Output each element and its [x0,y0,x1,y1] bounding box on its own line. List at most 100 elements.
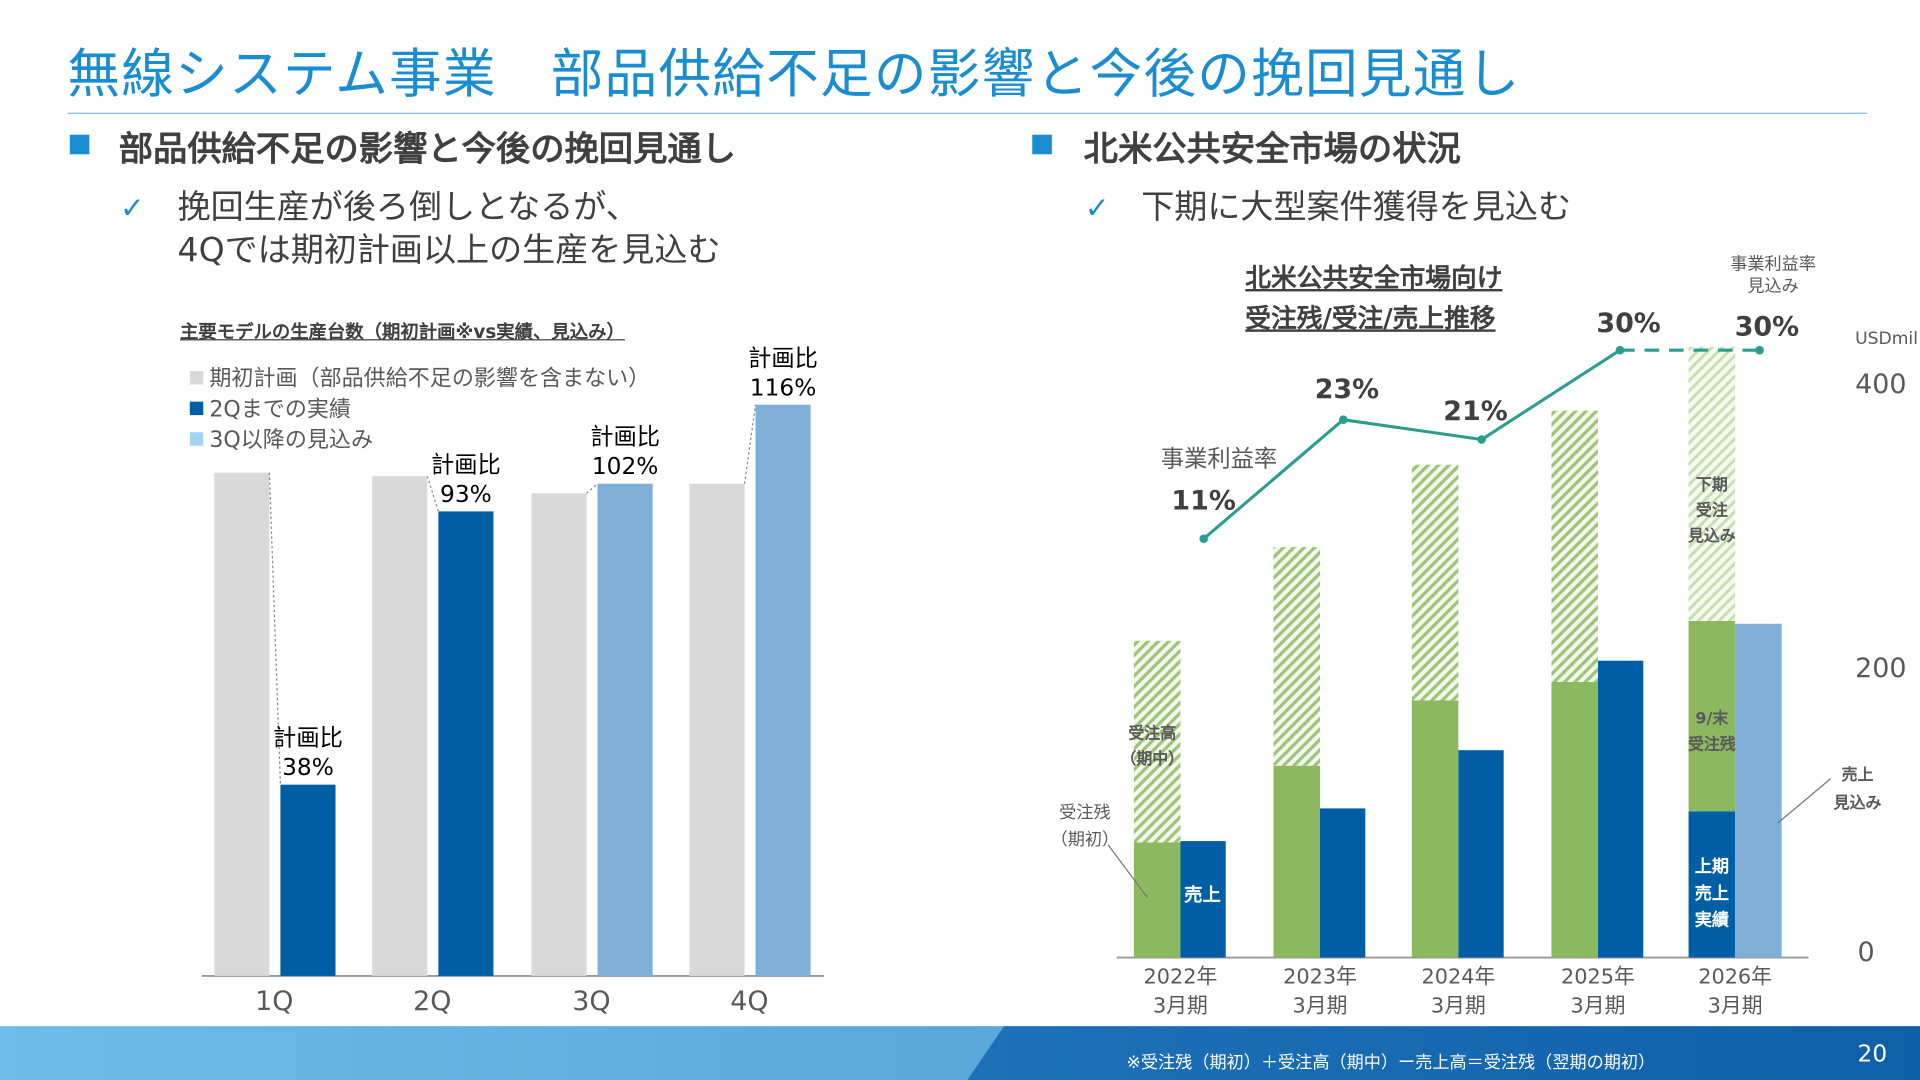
legend-plan: 期初計画（部品供給不足の影響を含まない） [189,361,651,393]
left-heading: 部品供給不足の影響と今後の挽回見通し [118,128,736,169]
ratio-prefix: 計画比 [273,724,343,752]
label-line: 売上 [1841,766,1874,785]
label-line: 見込み [1833,794,1882,814]
backlog-bar [1273,765,1321,958]
label-line: 見込み [1747,276,1799,297]
leader-line [1777,778,1832,824]
margin-point [1615,345,1625,355]
backlog-sep-bar [1688,620,1736,812]
plan-bar [689,483,745,976]
footer-band-accent [967,1026,1920,1080]
y-tick: 200 [1855,653,1907,685]
x-tick-label: 2024年 3月期 [1421,962,1495,1021]
plan-bar [531,493,587,976]
left-chart-title: 主要モデルの生産台数（期初計画※vs実績、見込み） [180,320,625,343]
legend-swatch [189,431,204,446]
label-line: 実績 [1694,911,1729,931]
label-line: 見込み [1687,527,1736,547]
ratio-prefix: 計画比 [748,344,818,372]
ratio-value: 102% [591,453,659,481]
right-heading: 北米公共安全市場の状況 [1083,128,1461,169]
connector-line [586,483,598,494]
check-icon: ✓ [120,191,145,226]
ratio-value: 116% [749,374,817,402]
margin-label: 30% [1596,308,1661,340]
x-tick-label: 4Q [730,986,769,1018]
ratio-label: 計画比 116% [748,343,818,402]
orders-bar [1273,547,1321,766]
h2-orders-annotation: 下期 受注 見込み [1688,473,1736,550]
backlog-bar [1551,681,1598,958]
sales-bar [1458,750,1504,958]
ratio-label: 計画比 93% [431,450,501,509]
left-bullet-line-2: 4Qでは期初計画以上の生産を見込む [177,231,721,270]
right-chart-title-2: 受注残/受注/売上推移 [1245,303,1496,334]
sales-forecast-bar [1735,623,1782,958]
margin-point [1477,435,1486,444]
result-bar [597,483,653,976]
label-line: 下期 [1695,476,1728,495]
sales-bar [1180,841,1226,958]
legend-label: 期初計画（部品供給不足の影響を含まない） [209,366,651,392]
label-line: 上期 [1694,857,1729,877]
ratio-prefix: 計画比 [431,451,501,479]
h2-orders-forecast-bar [1688,346,1736,621]
x-tick-label: 1Q [255,986,294,1018]
result-bar [438,511,494,976]
margin-point [1755,345,1764,355]
margin-forecast-label: 事業利益率 見込み [1730,253,1816,297]
x-tick-label: 2022年 3月期 [1144,962,1218,1021]
ratio-value: 93% [440,480,492,508]
label-line: 受注残 [1059,803,1111,823]
connector-line [268,472,282,785]
x-tick-line: 3月期 [1152,994,1208,1019]
label-line: （期中） [1120,750,1185,769]
label-line: 事業利益率 [1730,254,1816,275]
legend-swatch [189,401,204,415]
leader-line [1107,844,1148,898]
x-tick-label: 2025年 3月期 [1561,962,1635,1021]
backlog-bar [1133,842,1181,958]
margin-series-label: 事業利益率 [1160,445,1278,473]
x-tick-line: 2024年 [1421,964,1496,990]
right-bullet: 下期に大型案件獲得を見込む [1141,188,1572,227]
sales-bar [1320,808,1366,958]
result-bar [755,404,811,976]
orders-annotation: 受注高 （期中） [1120,721,1184,772]
label-line: 売上 [1694,884,1729,904]
x-tick-label: 3Q [572,986,611,1018]
backlog-sep-annotation: 9/末 受注残 [1688,707,1736,758]
ratio-prefix: 計画比 [590,423,661,451]
x-tick-label: 2026年 3月期 [1698,962,1772,1021]
ratio-value: 38% [282,754,334,781]
footer-note: ※受注残（期初）＋受注高（期中）ー売上高＝受注残（翌期の期初） [1126,1053,1656,1073]
page-title: 無線システム事業 部品供給不足の影響と今後の挽回見通し [67,44,1521,106]
margin-label: 11% [1171,486,1236,517]
x-tick-line: 2022年 [1143,964,1218,990]
x-tick-line: 2025年 [1561,964,1635,990]
margin-point [1338,415,1348,424]
margin-label: 21% [1443,396,1508,428]
orders-bar [1551,410,1598,682]
orders-bar [1133,640,1181,843]
check-icon: ✓ [1084,191,1110,226]
legend-actual: 2Qまでの実績 [189,392,351,424]
right-chart-title-1: 北米公共安全市場向け [1245,263,1503,293]
ratio-label: 計画比 102% [590,422,660,481]
legend-label: 2Qまでの実績 [209,396,351,423]
label-line: 受注 [1695,502,1728,521]
label-line: （期初） [1050,830,1120,850]
x-tick-label: 2023年 3月期 [1283,962,1357,1021]
label-line: 受注残 [1687,735,1736,755]
margin-line-segment [1480,348,1621,441]
y-tick: 0 [1857,937,1875,969]
margin-point [1199,534,1208,544]
unit-label: USDmil [1855,329,1918,349]
sales-bar [1597,660,1644,958]
margin-line-segment [1202,418,1345,540]
plan-bar [214,472,270,976]
connector-line [426,475,439,512]
left-bullet-line-1: 挽回生産が後ろ倒しとなるが、 [177,188,639,227]
result-bar [280,784,336,976]
